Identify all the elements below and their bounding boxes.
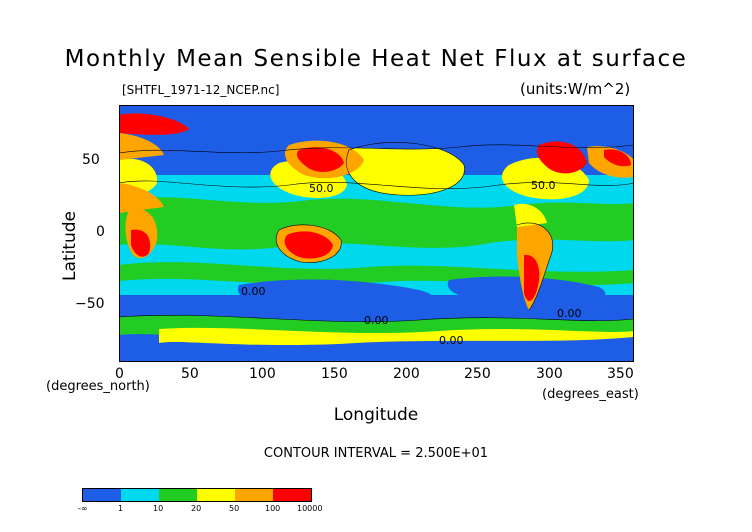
north-america-red xyxy=(536,141,587,174)
y-unit-label: (degrees_north) xyxy=(46,379,150,394)
north-pacific-yellow xyxy=(346,142,465,196)
colorbar-label: -∞ xyxy=(78,504,88,513)
colorbar-swatch xyxy=(83,489,103,501)
colorbar-swatch xyxy=(254,489,274,501)
contour-label: 50.0 xyxy=(531,179,556,192)
x-tick-label: 300 xyxy=(536,366,563,382)
colorbar-label: 20 xyxy=(191,504,202,513)
colorbar-swatch xyxy=(292,489,312,501)
x-tick-label: 250 xyxy=(464,366,491,382)
colorbar-swatch xyxy=(102,489,122,501)
y-tick-label: −50 xyxy=(75,296,105,312)
colorbar-label: 50 xyxy=(229,504,240,513)
y-axis-title: Latitude xyxy=(60,211,80,281)
x-tick-label: 100 xyxy=(249,366,276,382)
contour-label: 0.00 xyxy=(364,314,389,327)
contour-label: 0.00 xyxy=(557,307,582,320)
colorbar xyxy=(82,488,312,502)
colorbar-swatch xyxy=(216,489,236,501)
flux-map: 50.0 50.0 0.00 0.00 0.00 0.00 xyxy=(119,105,634,362)
equatorial-green xyxy=(119,197,634,250)
colorbar-label: 1 xyxy=(118,504,124,513)
colorbar-swatch xyxy=(178,489,198,501)
units-label: (units:W/m^2) xyxy=(520,80,631,98)
x-tick-label: 0 xyxy=(115,366,124,382)
map-title: Monthly Mean Sensible Heat Net Flux at s… xyxy=(64,46,688,72)
map-frame xyxy=(119,105,634,362)
x-tick-label: 200 xyxy=(393,366,420,382)
contour-label: 0.00 xyxy=(241,285,266,298)
x-tick-label: 350 xyxy=(607,366,634,382)
colorbar-swatch xyxy=(121,489,141,501)
y-tick-label: 50 xyxy=(82,152,100,168)
x-tick-label: 50 xyxy=(181,366,199,382)
x-tick-label: 150 xyxy=(321,366,348,382)
y-tick-label: 0 xyxy=(96,224,105,240)
colorbar-label: 10 xyxy=(153,504,164,513)
contour-interval: CONTOUR INTERVAL = 2.500E+01 xyxy=(263,446,489,461)
contour-label: 0.00 xyxy=(439,334,464,347)
colorbar-swatch xyxy=(197,489,217,501)
colorbar-label: 10000 xyxy=(297,504,323,513)
arctic-band xyxy=(119,105,634,153)
contour-label: 50.0 xyxy=(309,182,334,195)
colorbar-label: 100 xyxy=(265,504,281,513)
colorbar-swatch xyxy=(273,489,293,501)
colorbar-swatch xyxy=(235,489,255,501)
x-axis-title: Longitude xyxy=(333,405,419,425)
colorbar-swatch xyxy=(159,489,179,501)
file-label: [SHTFL_1971-12_NCEP.nc] xyxy=(122,83,280,97)
colorbar-swatch xyxy=(140,489,160,501)
x-unit-label: (degrees_east) xyxy=(542,387,639,402)
colorbar-frame xyxy=(82,488,312,502)
